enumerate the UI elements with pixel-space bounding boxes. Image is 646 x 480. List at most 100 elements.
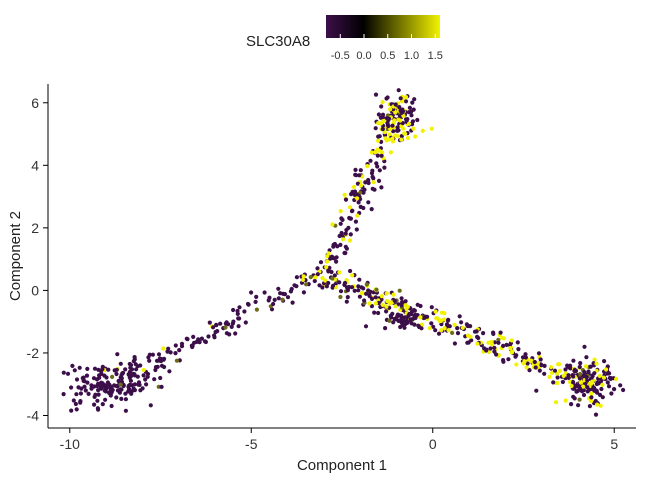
data-point bbox=[601, 375, 607, 380]
data-point bbox=[366, 177, 371, 183]
data-point bbox=[207, 320, 212, 325]
data-point bbox=[409, 109, 414, 114]
data-point bbox=[582, 344, 587, 349]
data-point bbox=[582, 370, 587, 375]
y-tick-label: 0 bbox=[31, 282, 39, 298]
data-point bbox=[382, 118, 387, 123]
data-point bbox=[168, 350, 173, 355]
data-point bbox=[583, 364, 589, 369]
data-point bbox=[446, 328, 451, 333]
data-point bbox=[460, 325, 465, 330]
data-point bbox=[95, 406, 100, 411]
data-point bbox=[339, 230, 344, 236]
data-point bbox=[345, 295, 350, 300]
data-point bbox=[272, 297, 277, 302]
data-point bbox=[243, 320, 248, 325]
data-point bbox=[337, 270, 342, 275]
data-point bbox=[548, 365, 554, 370]
data-point bbox=[474, 329, 479, 334]
data-point bbox=[370, 186, 375, 191]
data-point bbox=[86, 391, 91, 396]
data-point bbox=[344, 299, 349, 304]
data-point bbox=[330, 283, 336, 288]
data-point bbox=[475, 341, 480, 346]
data-point bbox=[118, 382, 123, 387]
data-point bbox=[587, 404, 593, 409]
data-point bbox=[347, 284, 352, 290]
data-point bbox=[388, 150, 393, 155]
data-point bbox=[413, 315, 418, 321]
data-point bbox=[614, 376, 619, 382]
data-point bbox=[294, 275, 299, 280]
y-axis-title: Component 2 bbox=[7, 211, 24, 301]
data-point bbox=[343, 231, 348, 236]
data-point bbox=[515, 340, 520, 345]
data-point bbox=[158, 375, 163, 381]
color-legend: SLC30A8 -0.5 0.0 0.5 1.0 1.5 bbox=[246, 15, 443, 62]
data-point bbox=[330, 222, 335, 227]
data-point bbox=[93, 392, 98, 397]
data-point bbox=[377, 148, 382, 153]
data-point bbox=[385, 299, 390, 304]
data-point bbox=[405, 135, 411, 141]
data-point bbox=[377, 168, 382, 173]
legend-tick-label: 1.0 bbox=[404, 50, 419, 62]
legend-tick-label: 1.5 bbox=[428, 50, 443, 62]
data-point bbox=[403, 99, 409, 104]
data-point bbox=[557, 368, 563, 373]
data-point bbox=[136, 380, 142, 385]
data-point bbox=[400, 318, 405, 323]
data-point bbox=[383, 133, 388, 138]
data-point bbox=[308, 275, 313, 280]
data-point bbox=[323, 278, 328, 283]
data-point bbox=[355, 213, 360, 218]
data-point bbox=[452, 322, 457, 327]
data-point bbox=[368, 289, 373, 294]
data-point bbox=[324, 284, 329, 289]
data-point bbox=[508, 346, 513, 351]
data-point bbox=[69, 385, 74, 390]
data-point bbox=[373, 126, 378, 131]
data-point bbox=[459, 320, 464, 325]
data-point bbox=[343, 244, 348, 249]
data-point bbox=[589, 381, 594, 386]
data-point bbox=[280, 297, 285, 302]
data-point bbox=[551, 380, 556, 385]
data-point bbox=[376, 310, 381, 316]
data-point bbox=[489, 342, 495, 347]
data-point bbox=[501, 359, 506, 364]
data-point bbox=[567, 379, 573, 385]
data-point bbox=[190, 343, 195, 349]
data-point bbox=[78, 399, 83, 404]
data-point bbox=[346, 225, 351, 230]
y-tick-label: 4 bbox=[31, 157, 39, 173]
data-point bbox=[118, 361, 123, 366]
data-point bbox=[382, 165, 387, 170]
data-point bbox=[131, 359, 136, 364]
data-point bbox=[372, 310, 377, 315]
data-point bbox=[581, 392, 587, 398]
data-point bbox=[353, 172, 358, 177]
data-point bbox=[179, 341, 185, 346]
data-point bbox=[401, 126, 406, 131]
data-point bbox=[554, 371, 560, 376]
data-point bbox=[254, 307, 259, 312]
y-axis-ticks: -4 -2 0 2 4 6 bbox=[27, 95, 48, 423]
data-point bbox=[184, 336, 189, 341]
data-point bbox=[218, 321, 223, 326]
data-point bbox=[390, 123, 395, 128]
data-point bbox=[212, 335, 217, 340]
data-point bbox=[159, 384, 164, 389]
data-point bbox=[374, 287, 379, 292]
data-point bbox=[398, 324, 403, 330]
data-point bbox=[233, 331, 238, 336]
data-point bbox=[412, 322, 417, 327]
data-point bbox=[368, 158, 373, 163]
data-point bbox=[589, 391, 594, 396]
data-point bbox=[427, 326, 432, 331]
data-point bbox=[70, 363, 75, 368]
data-point bbox=[599, 386, 604, 392]
data-point bbox=[357, 173, 362, 178]
data-point bbox=[569, 402, 574, 407]
